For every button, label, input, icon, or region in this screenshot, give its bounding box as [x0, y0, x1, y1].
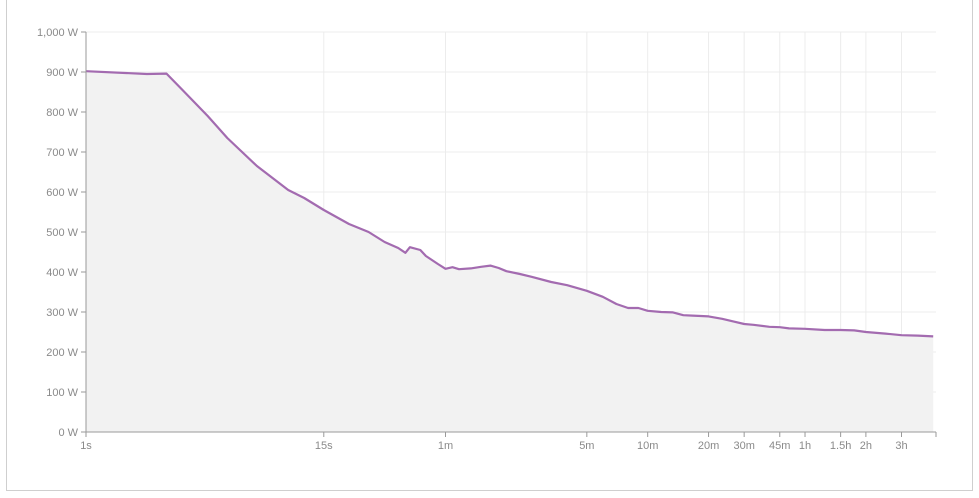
x-tick-label: 5m — [579, 440, 594, 452]
y-tick-label: 200 W — [46, 347, 78, 359]
x-tick-label: 45m — [769, 440, 790, 452]
axes — [81, 31, 937, 437]
y-tick-label: 1,000 W — [37, 27, 79, 39]
series-area-fill — [86, 71, 934, 432]
x-tick-label: 1s — [80, 440, 92, 452]
y-tick-label: 800 W — [46, 107, 78, 119]
x-tick-label: 30m — [733, 440, 754, 452]
x-tick-label: 1.5h — [830, 440, 851, 452]
y-tick-label: 300 W — [46, 307, 78, 319]
y-tick-label: 400 W — [46, 267, 78, 279]
y-axis-tick-labels: 0 W 100 W 200 W 300 W 400 W 500 W 600 W 700 W 80… — [37, 27, 79, 439]
y-tick-label: 900 W — [46, 67, 78, 79]
y-tick-label: 500 W — [46, 227, 78, 239]
x-tick-label: 3h — [895, 440, 907, 452]
y-tick-label: 0 W — [58, 427, 78, 439]
y-tick-label: 600 W — [46, 187, 78, 199]
y-tick-label: 700 W — [46, 147, 78, 159]
x-tick-label: 1m — [438, 440, 453, 452]
x-tick-label: 15s — [315, 440, 333, 452]
y-tick-label: 100 W — [46, 387, 78, 399]
x-tick-label: 20m — [698, 440, 719, 452]
x-tick-label: 1h — [799, 440, 811, 452]
x-tick-label: 2h — [860, 440, 872, 452]
series-line — [85, 70, 934, 338]
x-tick-label: 10m — [637, 440, 658, 452]
x-axis-tick-labels: 1s 15s 1m 5m 10m 20m 30m 45m 1h 1.5h 2h 3h — [80, 440, 907, 452]
